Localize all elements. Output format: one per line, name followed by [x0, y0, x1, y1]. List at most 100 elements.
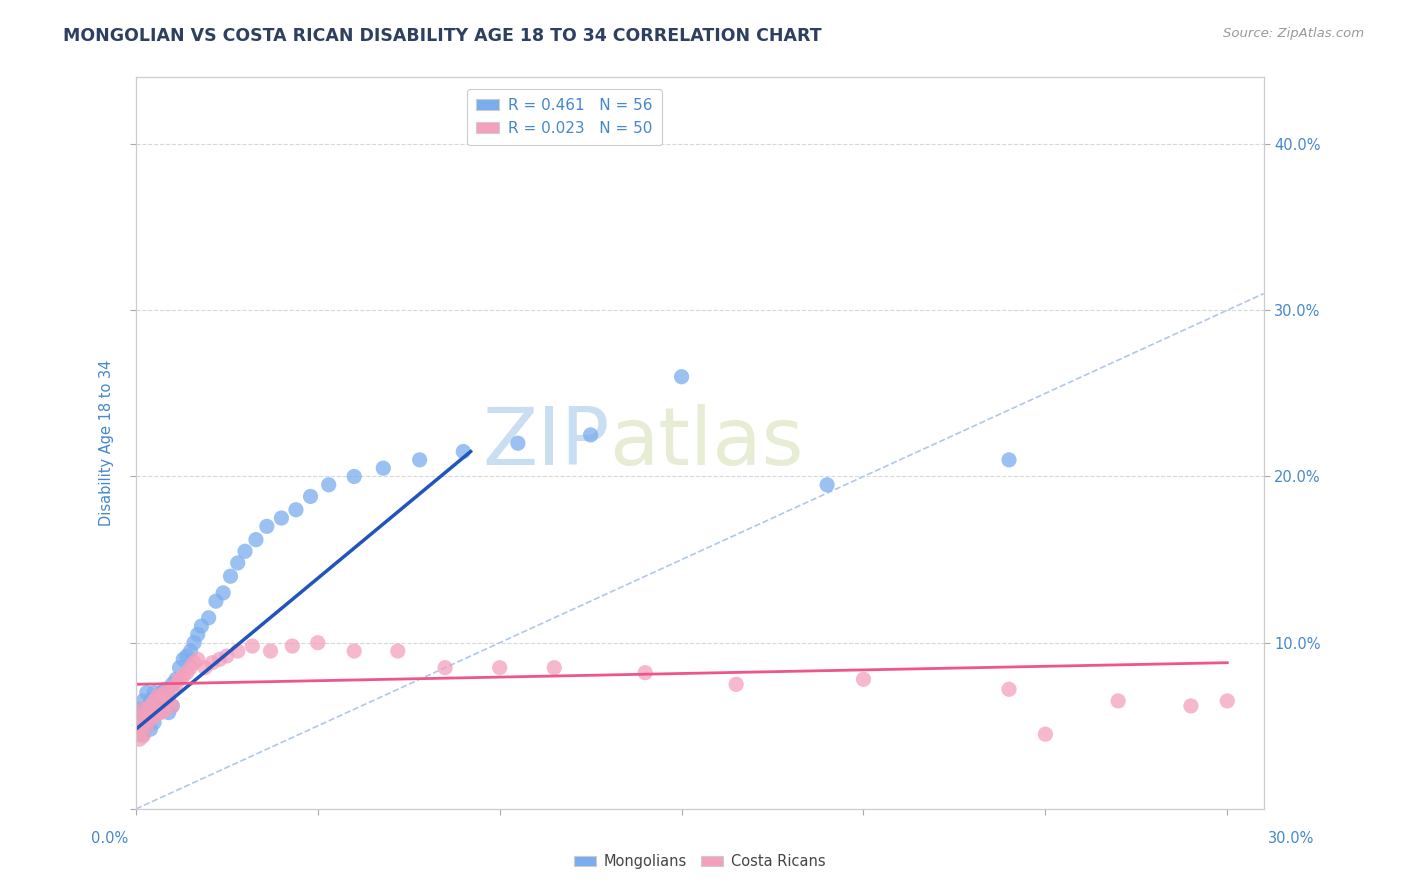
Point [135, 719, 157, 733]
Point [172, 669, 194, 683]
Point [132, 702, 155, 716]
Point [215, 648, 238, 663]
Point [343, 644, 366, 658]
Point [128, 727, 150, 741]
Point [143, 694, 166, 708]
Point [153, 702, 176, 716]
Point [153, 685, 176, 699]
Point [153, 682, 176, 697]
Point [852, 673, 875, 687]
Point [187, 652, 209, 666]
Point [132, 729, 155, 743]
Point [226, 556, 249, 570]
Point [387, 644, 409, 658]
Point [1107, 694, 1129, 708]
Legend: R = 0.461   N = 56, R = 0.023   N = 50: R = 0.461 N = 56, R = 0.023 N = 50 [467, 88, 662, 145]
Point [205, 594, 228, 608]
Point [488, 661, 510, 675]
Y-axis label: Disability Age 18 to 34: Disability Age 18 to 34 [100, 360, 114, 526]
Text: atlas: atlas [610, 404, 804, 483]
Point [233, 544, 256, 558]
Point [139, 722, 162, 736]
Point [165, 677, 187, 691]
Point [128, 710, 150, 724]
Point [132, 715, 155, 730]
Point [150, 702, 173, 716]
Point [162, 682, 184, 697]
Point [1180, 698, 1202, 713]
Point [373, 461, 395, 475]
Point [172, 652, 194, 666]
Point [343, 469, 366, 483]
Point [128, 719, 150, 733]
Point [157, 694, 180, 708]
Point [226, 644, 249, 658]
Point [1035, 727, 1057, 741]
Text: Source: ZipAtlas.com: Source: ZipAtlas.com [1223, 27, 1364, 40]
Text: 0.0%: 0.0% [91, 831, 128, 846]
Point [162, 698, 184, 713]
Point [634, 665, 657, 680]
Point [162, 677, 184, 691]
Point [135, 706, 157, 720]
Point [179, 661, 201, 675]
Point [143, 709, 166, 723]
Point [150, 685, 173, 699]
Point [135, 719, 157, 733]
Point [998, 453, 1021, 467]
Point [128, 722, 150, 736]
Point [190, 619, 212, 633]
Point [179, 644, 201, 658]
Text: 30.0%: 30.0% [1268, 831, 1315, 846]
Point [139, 712, 162, 726]
Point [146, 706, 169, 720]
Point [1216, 694, 1239, 708]
Point [169, 661, 191, 675]
Point [307, 636, 329, 650]
Point [187, 627, 209, 641]
Point [143, 685, 166, 699]
Point [150, 706, 173, 720]
Point [132, 727, 155, 741]
Point [408, 453, 430, 467]
Text: ZIP: ZIP [482, 404, 610, 483]
Point [270, 511, 292, 525]
Point [128, 710, 150, 724]
Point [245, 533, 267, 547]
Point [543, 661, 565, 675]
Point [194, 661, 217, 675]
Point [146, 706, 169, 720]
Point [506, 436, 529, 450]
Point [671, 369, 693, 384]
Point [299, 490, 322, 504]
Point [318, 477, 340, 491]
Point [132, 694, 155, 708]
Point [143, 715, 166, 730]
Point [135, 702, 157, 716]
Point [579, 428, 602, 442]
Point [176, 648, 198, 663]
Point [157, 689, 180, 703]
Point [162, 698, 184, 713]
Text: MONGOLIAN VS COSTA RICAN DISABILITY AGE 18 TO 34 CORRELATION CHART: MONGOLIAN VS COSTA RICAN DISABILITY AGE … [63, 27, 823, 45]
Point [146, 689, 169, 703]
Point [219, 569, 242, 583]
Point [146, 689, 169, 703]
Point [197, 611, 219, 625]
Point [725, 677, 748, 691]
Point [132, 702, 155, 716]
Point [176, 665, 198, 680]
Point [143, 698, 166, 713]
Point [153, 698, 176, 713]
Point [169, 673, 191, 687]
Point [132, 710, 155, 724]
Point [183, 636, 205, 650]
Point [139, 710, 162, 724]
Point [183, 656, 205, 670]
Point [128, 702, 150, 716]
Point [157, 706, 180, 720]
Point [128, 732, 150, 747]
Point [139, 698, 162, 713]
Point [815, 477, 838, 491]
Point [284, 502, 307, 516]
